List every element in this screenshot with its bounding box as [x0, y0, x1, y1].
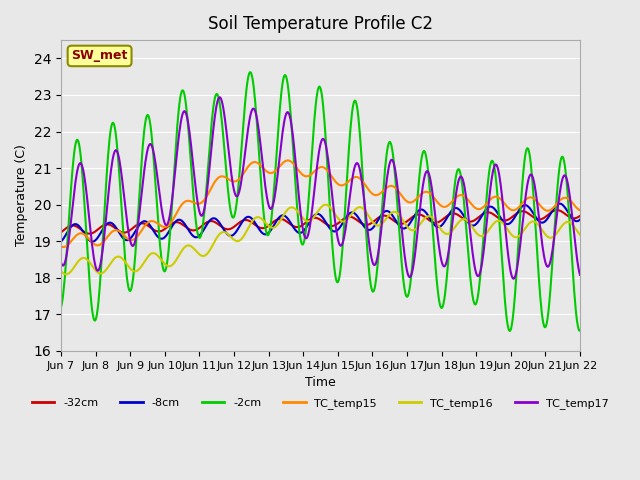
-32cm: [384, 214, 392, 219]
TC_temp15: [385, 183, 392, 189]
-8cm: [67, 225, 74, 230]
TC_temp17: [200, 208, 208, 214]
TC_temp17: [509, 276, 517, 282]
-32cm: [67, 223, 74, 228]
X-axis label: Time: Time: [305, 376, 336, 389]
TC_temp15: [57, 244, 65, 250]
Line: TC_temp17: TC_temp17: [61, 97, 580, 279]
TC_temp17: [173, 155, 180, 160]
Line: TC_temp16: TC_temp16: [61, 204, 580, 275]
Title: Soil Temperature Profile C2: Soil Temperature Profile C2: [208, 15, 433, 33]
TC_temp15: [60, 244, 67, 250]
TC_temp16: [400, 219, 408, 225]
-32cm: [201, 221, 209, 227]
TC_temp16: [121, 258, 129, 264]
-32cm: [576, 213, 584, 219]
Line: -32cm: -32cm: [61, 210, 580, 234]
TC_temp17: [216, 95, 223, 100]
Line: -8cm: -8cm: [61, 204, 580, 241]
-32cm: [57, 229, 65, 235]
-32cm: [121, 230, 129, 236]
-32cm: [399, 221, 407, 227]
Text: SW_met: SW_met: [72, 49, 128, 62]
-2cm: [506, 328, 514, 334]
TC_temp15: [173, 209, 181, 215]
TC_temp15: [284, 157, 291, 163]
TC_temp17: [120, 191, 127, 197]
TC_temp17: [399, 240, 407, 245]
TC_temp15: [201, 197, 209, 203]
-8cm: [201, 225, 209, 231]
-8cm: [121, 237, 129, 242]
TC_temp17: [576, 272, 584, 278]
-32cm: [85, 231, 93, 237]
Line: TC_temp15: TC_temp15: [61, 160, 580, 247]
-8cm: [88, 239, 96, 244]
Y-axis label: Temperature (C): Temperature (C): [15, 144, 28, 246]
-2cm: [200, 213, 208, 219]
Line: -2cm: -2cm: [61, 72, 580, 331]
TC_temp16: [385, 213, 392, 218]
TC_temp15: [67, 239, 75, 244]
TC_temp15: [576, 207, 584, 213]
TC_temp16: [57, 268, 65, 274]
-2cm: [173, 133, 180, 139]
TC_temp16: [67, 268, 75, 274]
TC_temp17: [57, 260, 65, 265]
TC_temp16: [576, 232, 584, 238]
-2cm: [246, 69, 254, 75]
TC_temp16: [62, 272, 70, 277]
-2cm: [57, 304, 65, 310]
-8cm: [576, 217, 584, 223]
Legend: -32cm, -8cm, -2cm, TC_temp15, TC_temp16, TC_temp17: -32cm, -8cm, -2cm, TC_temp15, TC_temp16,…: [28, 394, 614, 414]
-8cm: [173, 217, 181, 223]
TC_temp15: [400, 196, 408, 202]
-2cm: [399, 276, 407, 281]
-2cm: [120, 240, 127, 245]
-8cm: [384, 208, 392, 214]
-2cm: [576, 328, 584, 334]
-2cm: [384, 143, 392, 149]
TC_temp16: [201, 253, 209, 259]
-8cm: [556, 201, 564, 206]
TC_temp16: [322, 202, 330, 207]
-8cm: [57, 239, 65, 244]
TC_temp17: [384, 169, 392, 175]
-2cm: [67, 194, 74, 200]
TC_temp16: [173, 255, 181, 261]
TC_temp17: [67, 223, 74, 229]
-8cm: [399, 226, 407, 231]
-32cm: [553, 207, 561, 213]
-32cm: [173, 219, 181, 225]
TC_temp15: [121, 233, 129, 239]
